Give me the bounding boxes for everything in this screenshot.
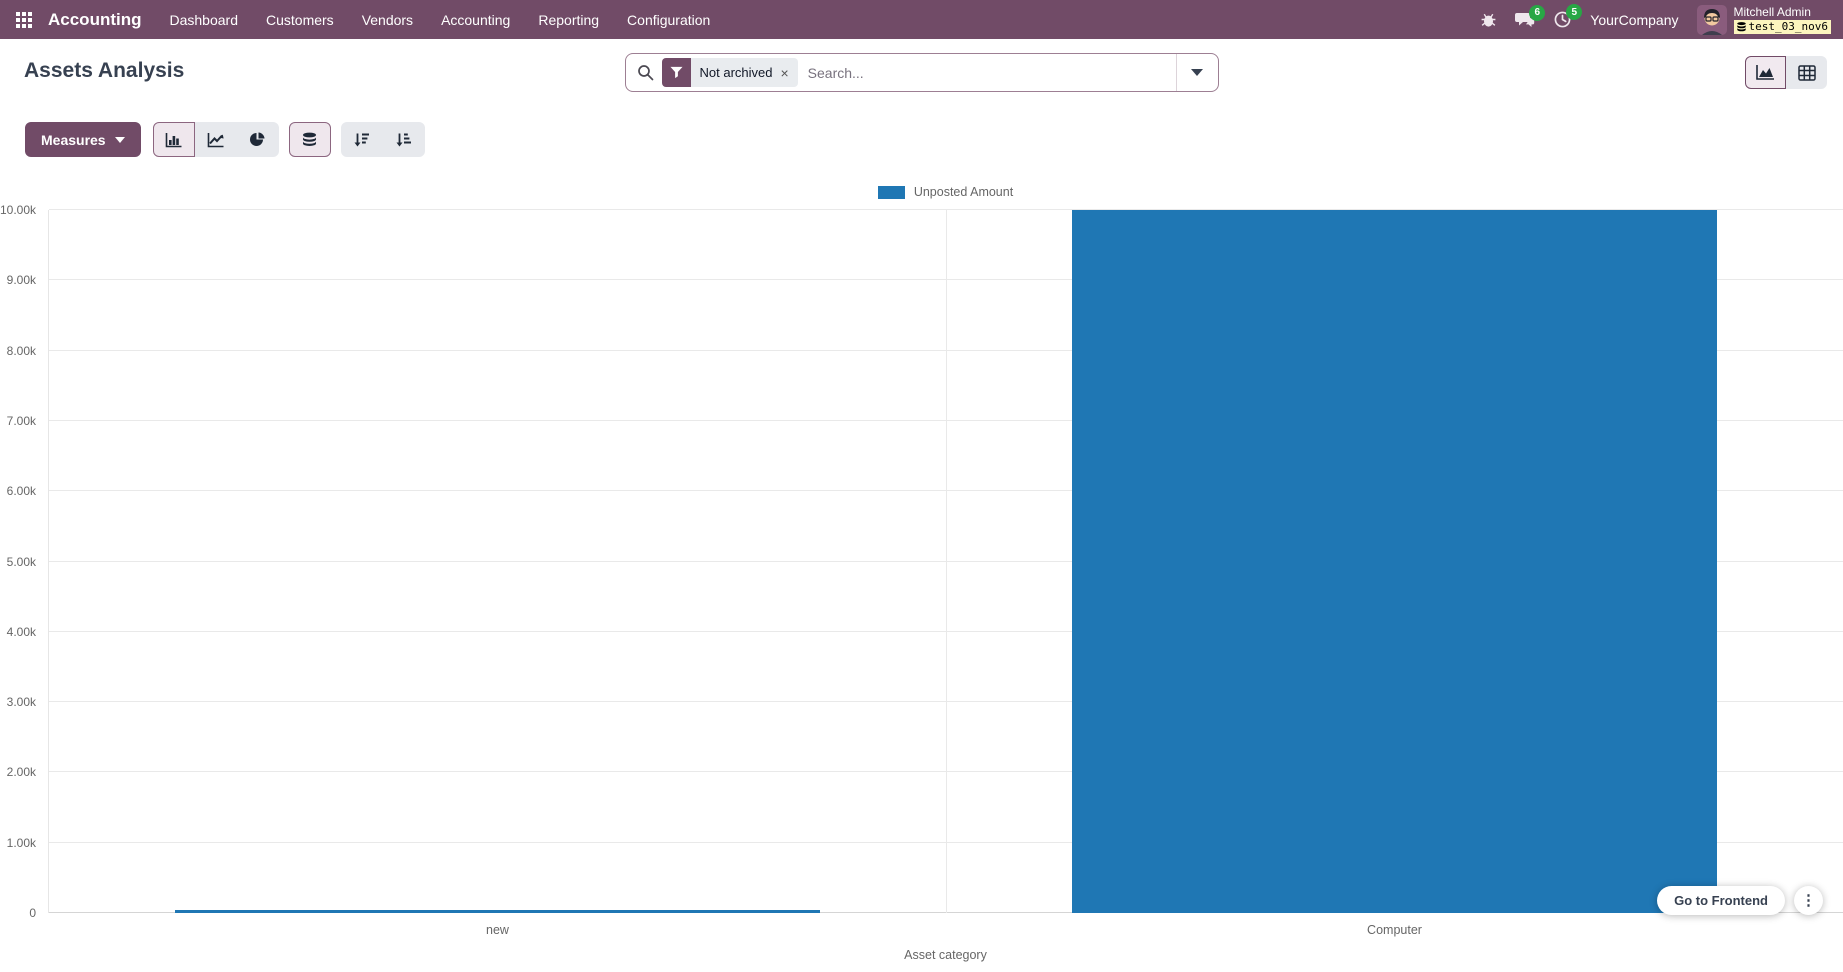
kebab-menu-button[interactable]: ⋮ [1794, 886, 1823, 915]
messages-icon[interactable]: 6 [1515, 4, 1546, 29]
legend-label: Unposted Amount [913, 185, 1014, 199]
pivot-table-icon [1797, 64, 1816, 81]
y-axis: 0 1.00k 2.00k 3.00k 4.00k 5.00k 6.00k 7.00k 8.00… [0, 203, 42, 920]
y-tick-label: 10.00k [0, 203, 36, 217]
view-switcher [1745, 56, 1827, 89]
top-navbar: Accounting Dashboard Customers Vendors A… [0, 0, 1843, 39]
bar-Computer[interactable] [1071, 210, 1718, 913]
y-tick-label: 1.00k [6, 835, 36, 850]
bar-chart-icon [165, 132, 182, 147]
apps-menu-button[interactable] [0, 0, 48, 39]
filter-funnel-icon [661, 58, 691, 87]
page-title: Assets Analysis [24, 58, 185, 82]
pie-chart-button[interactable] [236, 122, 279, 157]
caret-down-icon [114, 136, 125, 143]
user-info: Mitchell Admin test_03_nov6 [1733, 5, 1831, 34]
company-switcher[interactable]: YourCompany [1590, 11, 1679, 28]
line-chart-icon [207, 132, 224, 147]
menu-item-reporting[interactable]: Reporting [538, 11, 600, 28]
database-icon [1736, 22, 1746, 32]
chevron-down-icon [1191, 69, 1203, 76]
graph-toolbar: Measures [25, 122, 1843, 157]
sort-ascending-button[interactable] [382, 122, 425, 157]
gridline [49, 209, 1843, 210]
chart-type-group [152, 122, 279, 157]
view-switcher-graph-button[interactable] [1745, 56, 1786, 89]
debug-bug-icon[interactable] [1480, 11, 1497, 28]
chart-legend[interactable]: Unposted Amount [48, 185, 1843, 199]
user-avatar [1696, 4, 1727, 35]
measures-button[interactable]: Measures [25, 122, 141, 157]
go-to-frontend-button[interactable]: Go to Frontend [1657, 886, 1785, 915]
view-switcher-pivot-button[interactable] [1786, 56, 1827, 89]
sort-amount-desc-icon [354, 133, 370, 146]
facet-remove-icon[interactable]: × [780, 64, 789, 81]
x-axis-labels: new Computer [49, 923, 1843, 937]
bar-chart-button[interactable] [152, 122, 195, 157]
search-icon [637, 64, 654, 81]
pie-chart-icon [250, 132, 265, 146]
facet-label: Not archived [699, 65, 773, 80]
legend-swatch [877, 185, 905, 199]
x-axis-title: Asset category [904, 948, 987, 962]
activities-clock-icon[interactable]: 5 [1553, 4, 1583, 29]
y-tick-label: 7.00k [6, 413, 36, 428]
stacked-icon [303, 132, 317, 146]
sort-amount-asc-icon [396, 133, 412, 146]
search-input[interactable] [797, 64, 1176, 81]
floating-buttons: Go to Frontend ⋮ [1657, 886, 1823, 915]
search-bar[interactable]: Not archived × [624, 53, 1219, 92]
plot-area: new Computer [48, 209, 1843, 937]
activities-count-badge: 5 [1566, 4, 1583, 20]
menu-item-dashboard[interactable]: Dashboard [169, 11, 239, 28]
measures-label: Measures [41, 131, 106, 148]
sort-group [340, 122, 425, 157]
systray: 6 5 YourCompany Mitchell [1480, 0, 1843, 39]
stacked-group [288, 122, 331, 157]
messages-count-badge: 6 [1529, 4, 1546, 21]
bar-slot [946, 210, 1843, 913]
control-panel: Assets Analysis Not archived × [0, 39, 1843, 102]
user-menu[interactable]: Mitchell Admin test_03_nov6 [1696, 4, 1831, 35]
main-menu: Dashboard Customers Vendors Accounting R… [156, 0, 725, 39]
apps-grid-icon [16, 11, 32, 28]
sort-descending-button[interactable] [340, 122, 383, 157]
y-tick-label: 9.00k [6, 273, 36, 288]
bar-new[interactable] [174, 909, 821, 913]
y-tick-label: 2.00k [6, 765, 36, 780]
y-tick-label: 4.00k [6, 624, 36, 639]
area-chart-icon [1756, 65, 1774, 80]
chart-area: Unposted Amount 0 1.00k 2.00k 3.00k 4.00k 5.0… [0, 160, 1843, 972]
facet-body: Not archived × [690, 58, 798, 87]
stacked-toggle-button[interactable] [288, 122, 331, 157]
y-tick-label: 6.00k [6, 484, 36, 499]
search-facet-not-archived[interactable]: Not archived × [661, 58, 798, 87]
app-name[interactable]: Accounting [48, 9, 142, 29]
y-tick-label: 5.00k [6, 554, 36, 569]
x-axis-label: new [486, 923, 509, 937]
database-name: test_03_nov6 [1748, 20, 1828, 34]
x-axis-label: Computer [1367, 923, 1422, 937]
search-dropdown-toggle[interactable] [1175, 54, 1218, 91]
y-tick-label: 3.00k [6, 695, 36, 710]
menu-item-customers[interactable]: Customers [266, 11, 334, 28]
database-badge: test_03_nov6 [1733, 20, 1831, 34]
y-tick-label: 8.00k [6, 343, 36, 358]
gridline [946, 210, 947, 913]
menu-item-vendors[interactable]: Vendors [361, 11, 414, 28]
bar-slot [49, 210, 946, 913]
menu-item-configuration[interactable]: Configuration [627, 11, 711, 28]
line-chart-button[interactable] [194, 122, 237, 157]
kebab-icon: ⋮ [1801, 892, 1816, 909]
user-name: Mitchell Admin [1733, 5, 1811, 20]
bars-container [49, 210, 1843, 913]
menu-item-accounting[interactable]: Accounting [441, 11, 511, 28]
y-tick-label: 0 [29, 906, 36, 920]
